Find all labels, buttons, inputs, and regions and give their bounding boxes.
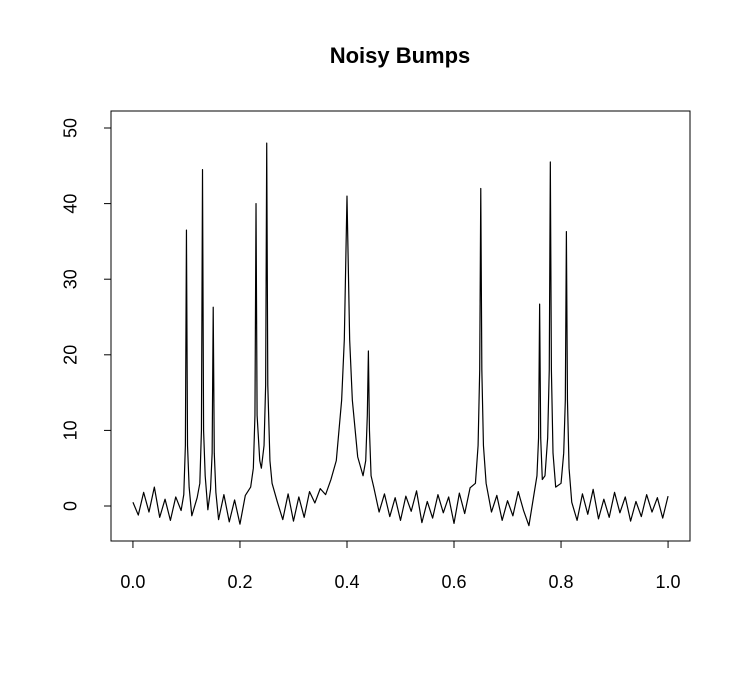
x-tick-label: 0.4: [334, 572, 359, 592]
y-tick-label: 0: [61, 501, 81, 511]
y-tick-label: 30: [61, 269, 81, 289]
y-tick-label: 10: [61, 420, 81, 440]
x-tick-label: 1.0: [656, 572, 681, 592]
y-tick-label: 50: [61, 118, 81, 138]
data-line: [132, 142, 669, 527]
x-tick-label: 0.8: [549, 572, 574, 592]
y-tick-label: 20: [61, 345, 81, 365]
x-tick-label: 0.2: [227, 572, 252, 592]
y-tick-label: 40: [61, 194, 81, 214]
chart-title: Noisy Bumps: [330, 43, 471, 68]
x-tick-label: 0.0: [120, 572, 145, 592]
x-tick-label: 0.6: [441, 572, 466, 592]
